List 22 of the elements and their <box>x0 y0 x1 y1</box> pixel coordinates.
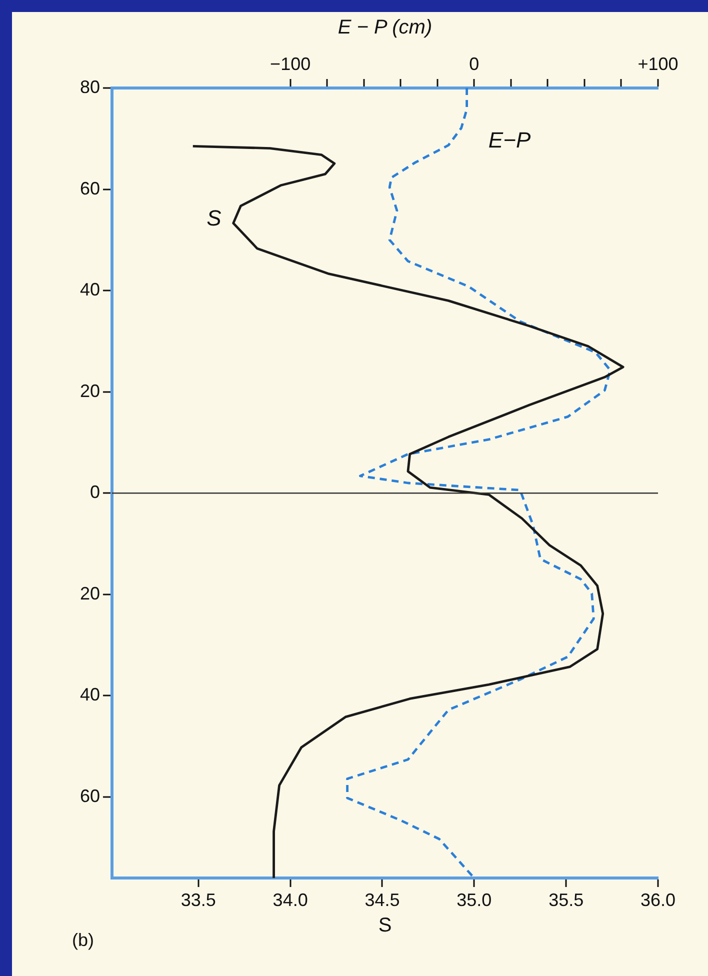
y-tick-label: 0 <box>90 482 100 502</box>
x-tick-label: 35.5 <box>548 890 584 910</box>
series-label: E−P <box>488 127 531 152</box>
x2-tick-label: −100 <box>270 54 311 74</box>
x2-tick-label: +100 <box>638 54 678 74</box>
x-axis-title: S <box>378 914 392 937</box>
y-tick-label: 80 <box>80 76 100 97</box>
x-tick-label: 34.0 <box>272 890 308 910</box>
x-tick-label: 36.0 <box>640 890 676 910</box>
x2-axis-title: E − P (cm) <box>338 16 432 39</box>
x-tick-label: 34.5 <box>364 890 400 910</box>
x2-tick-label: 0 <box>469 54 480 74</box>
y-tick-label: 40 <box>80 280 100 300</box>
y-tick-label: 20 <box>80 583 100 604</box>
text: (b) <box>72 930 94 951</box>
series-label: S <box>206 205 222 230</box>
y-tick-label: 60 <box>80 786 100 806</box>
x-tick-label: 33.5 <box>180 890 216 910</box>
y-tick-label: 40 <box>80 684 100 705</box>
x-tick-label: 35.0 <box>456 890 492 910</box>
y-tick-label: 20 <box>80 380 100 401</box>
y-tick-label: 60 <box>80 178 100 198</box>
